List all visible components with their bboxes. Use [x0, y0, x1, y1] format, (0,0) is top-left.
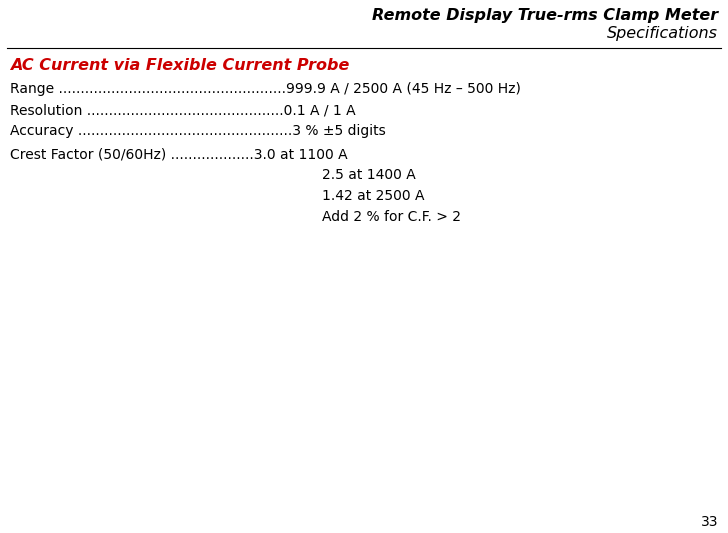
Text: Range ....................................................999.9 A / 2500 A (45 H: Range ..................................…: [10, 82, 521, 96]
Text: AC Current via Flexible Current Probe: AC Current via Flexible Current Probe: [10, 58, 349, 73]
Text: 2.5 at 1400 A: 2.5 at 1400 A: [322, 168, 416, 182]
Text: Add 2 % for C.F. > 2: Add 2 % for C.F. > 2: [322, 210, 461, 224]
Text: 33: 33: [700, 515, 718, 529]
Text: Specifications: Specifications: [607, 26, 718, 41]
Text: Accuracy .................................................3 % ±5 digits: Accuracy ...............................…: [10, 124, 386, 138]
Text: 1.42 at 2500 A: 1.42 at 2500 A: [322, 189, 424, 203]
Text: Crest Factor (50/60Hz) ...................3.0 at 1100 A: Crest Factor (50/60Hz) .................…: [10, 147, 348, 161]
Text: Remote Display True-rms Clamp Meter: Remote Display True-rms Clamp Meter: [372, 8, 718, 23]
Text: Resolution .............................................0.1 A / 1 A: Resolution .............................…: [10, 103, 355, 117]
